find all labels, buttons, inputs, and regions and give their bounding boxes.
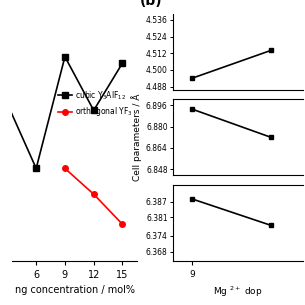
- X-axis label: Mg $^{2+}$ dop: Mg $^{2+}$ dop: [213, 284, 263, 299]
- Y-axis label: Cell parameters / Å: Cell parameters / Å: [131, 94, 142, 181]
- Text: (b): (b): [140, 0, 163, 8]
- X-axis label: ng concentration / mol%: ng concentration / mol%: [15, 285, 135, 295]
- Legend: cubic Y$_3$AlF$_{12}$, orthogonal YF$_3$: cubic Y$_3$AlF$_{12}$, orthogonal YF$_3$: [56, 87, 135, 120]
